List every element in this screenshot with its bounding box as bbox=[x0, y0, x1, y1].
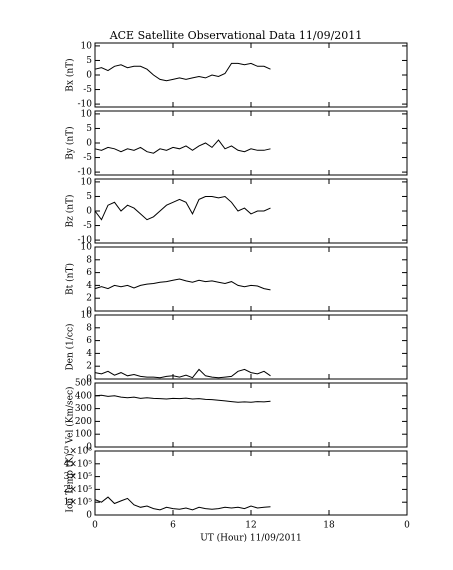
panel-frame bbox=[94, 450, 408, 516]
y-tick-label: 5 bbox=[86, 56, 92, 66]
y-tick-label: 10 bbox=[81, 243, 93, 253]
y-tick-label: 0 bbox=[86, 307, 92, 317]
y-tick-label: 0 bbox=[86, 375, 92, 385]
y-tick-label: -5 bbox=[83, 221, 92, 231]
y-tick-label: 4 bbox=[86, 281, 92, 291]
data-line bbox=[94, 139, 271, 154]
data-line bbox=[94, 195, 271, 221]
y-tick-label: 400 bbox=[75, 391, 92, 401]
y-tick-label: -5 bbox=[83, 153, 92, 163]
y-axis-label: Ion Temp (K) bbox=[65, 453, 76, 512]
y-tick-label: 5 bbox=[86, 124, 92, 134]
y-tick-label: 2 bbox=[86, 294, 92, 304]
y-axis-label: Bt (nT) bbox=[65, 263, 76, 295]
y-tick-label: 500 bbox=[75, 379, 92, 389]
y-axis-label: Bz (nT) bbox=[65, 194, 76, 227]
y-tick-label: 0 bbox=[86, 207, 92, 217]
data-line bbox=[94, 62, 271, 82]
panel-frame bbox=[94, 246, 408, 312]
y-tick-label: 6 bbox=[86, 268, 92, 278]
x-tick-label: 18 bbox=[323, 521, 335, 531]
y-tick-label: 10 bbox=[81, 41, 93, 51]
y-tick-label: 0 bbox=[86, 443, 92, 453]
x-tick-label: 0 bbox=[404, 521, 410, 531]
x-tick-label: 6 bbox=[170, 521, 176, 531]
y-tick-label: 4 bbox=[86, 349, 92, 359]
panel-frame bbox=[94, 42, 408, 108]
y-tick-label: 4×10⁵ bbox=[64, 459, 93, 469]
y-tick-label: -10 bbox=[78, 168, 93, 178]
data-line bbox=[94, 278, 271, 291]
chart-title: ACE Satellite Observational Data 11/09/2… bbox=[109, 29, 363, 42]
y-tick-label: 0 bbox=[86, 71, 92, 81]
y-tick-label: 1×10⁵ bbox=[64, 498, 93, 508]
y-tick-label: 8 bbox=[86, 255, 92, 265]
y-tick-label: 300 bbox=[75, 404, 92, 414]
panel-frame bbox=[94, 314, 408, 380]
y-tick-label: 3×10⁵ bbox=[64, 472, 93, 482]
panel-frame bbox=[94, 110, 408, 176]
data-line bbox=[94, 496, 271, 511]
y-tick-label: 10 bbox=[81, 311, 93, 321]
y-tick-label: 6 bbox=[86, 336, 92, 346]
data-line bbox=[94, 368, 271, 379]
y-tick-label: 0 bbox=[86, 139, 92, 149]
data-line bbox=[94, 394, 271, 403]
y-tick-label: 2 bbox=[86, 362, 92, 372]
x-axis-label: UT (Hour) 11/09/2011 bbox=[200, 533, 302, 544]
y-axis-label: Den (1/cc) bbox=[65, 323, 76, 370]
y-tick-label: 10 bbox=[81, 177, 93, 187]
panel-frame bbox=[94, 382, 408, 448]
x-tick-label: 0 bbox=[92, 521, 98, 531]
y-tick-label: 200 bbox=[75, 417, 92, 427]
y-tick-label: -5 bbox=[83, 85, 92, 95]
y-tick-label: 5 bbox=[86, 192, 92, 202]
y-tick-label: 0 bbox=[86, 511, 92, 521]
y-axis-label: By (nT) bbox=[65, 126, 76, 159]
y-tick-label: 2×10⁵ bbox=[64, 485, 93, 495]
y-tick-label: 100 bbox=[75, 430, 92, 440]
y-tick-label: 5×10⁵ bbox=[64, 447, 93, 457]
y-tick-label: -10 bbox=[78, 236, 93, 246]
y-tick-label: 8 bbox=[86, 323, 92, 333]
x-tick-label: 12 bbox=[245, 521, 256, 531]
y-axis-label: Vel (Km/sec) bbox=[65, 386, 76, 444]
y-tick-label: -10 bbox=[78, 100, 93, 110]
panel-frame bbox=[94, 178, 408, 244]
y-axis-label: Bx (nT) bbox=[65, 58, 76, 91]
y-tick-label: 10 bbox=[81, 109, 93, 119]
